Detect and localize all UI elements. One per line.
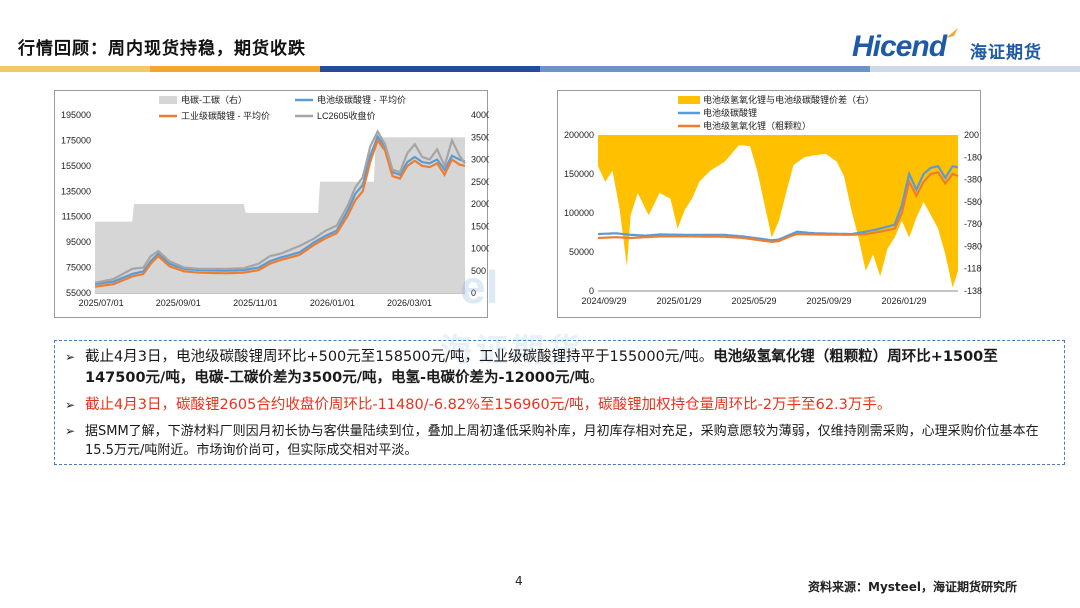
header-bar-segment bbox=[870, 66, 1080, 72]
logo-chinese-name: 海证期货 bbox=[970, 43, 1042, 63]
x-tick-label: 2025/11/01 bbox=[233, 298, 277, 308]
y2-tick-label: 500 bbox=[471, 266, 486, 276]
y-tick-label: 200000 bbox=[564, 130, 594, 140]
y-tick-label: 150000 bbox=[564, 169, 594, 179]
x-tick-label: 2026/03/01 bbox=[387, 298, 432, 308]
series-line bbox=[94, 134, 466, 286]
note-smm-text: 据SMM了解，下游材料厂则因月初长协与客供量陆续到位，叠加上周初逢低采购补库，月… bbox=[85, 424, 1039, 458]
legend-label: 电池级碳酸锂 bbox=[703, 107, 757, 118]
legend-swatch bbox=[159, 96, 177, 104]
x-tick-label: 2025/09/29 bbox=[806, 296, 851, 306]
series-area bbox=[95, 137, 465, 293]
legend-swatch bbox=[678, 96, 700, 104]
page-title: 行情回顾：周内现货持稳，期货收跌 bbox=[18, 39, 306, 59]
y2-tick-label: -3800 bbox=[964, 175, 982, 185]
company-logo: Hicend 海证期货 bbox=[852, 26, 1062, 66]
legend-label: LC2605收盘价 bbox=[317, 110, 376, 121]
legend-label: 工业级碳酸锂 - 平均价 bbox=[181, 110, 270, 121]
y2-tick-label: 200 bbox=[964, 130, 979, 140]
y-tick-label: 50000 bbox=[569, 247, 594, 257]
x-tick-label: 2024/09/29 bbox=[581, 296, 626, 306]
x-tick-label: 2025/07/01 bbox=[79, 298, 124, 308]
logo-wordmark: Hicend bbox=[852, 30, 947, 63]
note-spot-prices: ➢ 截止4月3日，电池级碳酸锂周环比+500元至158500元/吨，工业级碳酸锂… bbox=[63, 347, 1054, 389]
chart-left-svg: 55000 75000 95000 115000 135000 155000 175000 1… bbox=[61, 94, 489, 308]
y2-tick-label: -1800 bbox=[964, 152, 982, 162]
header-color-bar bbox=[0, 66, 1080, 72]
series-line bbox=[94, 138, 466, 288]
legend-label: 电池级碳酸锂 - 平均价 bbox=[317, 94, 406, 105]
chart-right-svg: 0 50000 100000 150000 200000 200 -1800 -3800 -58… bbox=[564, 94, 982, 306]
y-tick-label: 100000 bbox=[564, 208, 594, 218]
legend-label: 电池级氢氧化锂（粗颗粒） bbox=[703, 120, 811, 131]
bullet-icon: ➢ bbox=[65, 350, 76, 364]
series-line bbox=[597, 164, 959, 242]
legend-label: 电池级氢氧化锂与电池级碳酸锂价差（右） bbox=[703, 94, 874, 105]
x-tick-label: 2025/09/01 bbox=[156, 298, 201, 308]
lithium-carbonate-price-chart: 55000 75000 95000 115000 135000 155000 175000 1… bbox=[54, 90, 489, 318]
y2-tick-label: -7800 bbox=[964, 219, 982, 229]
x-tick-label: 2026/01/29 bbox=[881, 296, 926, 306]
y-tick-label: 75000 bbox=[66, 263, 91, 273]
x-tick-label: 2026/01/01 bbox=[310, 298, 355, 308]
note-futures-oi: 碳酸锂加权持仓量周环比-2万手至62.3万手。 bbox=[598, 397, 892, 413]
y2-tick-label: 1000 bbox=[471, 244, 489, 254]
logo-arrow-icon bbox=[946, 28, 958, 38]
y-tick-label: 55000 bbox=[66, 288, 91, 298]
y-tick-label: 175000 bbox=[61, 135, 91, 145]
note-futures-date: 截止4月3日， bbox=[85, 397, 176, 413]
header-bar-segment bbox=[320, 66, 540, 72]
y2-tick-label: 3000 bbox=[471, 155, 489, 165]
header-bar-segment bbox=[150, 66, 320, 72]
y-tick-label: 115000 bbox=[62, 212, 91, 222]
y-tick-label: 155000 bbox=[61, 161, 91, 171]
note-futures: ➢ 截止4月3日，碳酸锂2605合约收盘价周环比-11480/-6.82%至15… bbox=[63, 395, 1054, 416]
y-tick-label: 0 bbox=[589, 286, 594, 296]
bullet-icon: ➢ bbox=[65, 398, 76, 412]
y-tick-label: 95000 bbox=[66, 237, 91, 247]
note-futures-close: 碳酸锂2605合约收盘价周环比-11480/-6.82%至156960元/吨， bbox=[175, 397, 599, 413]
y2-tick-label: 2000 bbox=[471, 199, 489, 209]
series-line bbox=[597, 171, 959, 244]
y2-tick-label: 0 bbox=[471, 288, 476, 298]
x-tick-label: 2025/05/29 bbox=[731, 296, 776, 306]
market-review-notes: ➢ 截止4月3日，电池级碳酸锂周环比+500元至158500元/吨，工业级碳酸锂… bbox=[54, 340, 1065, 465]
y2-tick-label: 1500 bbox=[471, 221, 489, 231]
series-line bbox=[94, 129, 466, 284]
y2-tick-label: -13800 bbox=[964, 286, 982, 296]
note-spot-bold-text: 电池级氢氧化锂（粗颗粒）周环比+1500至147500元/吨，电碳-工碳价差为3… bbox=[85, 349, 998, 386]
x-tick-label: 2025/01/29 bbox=[656, 296, 701, 306]
header-bar-segment bbox=[540, 66, 870, 72]
y2-tick-label: -5800 bbox=[964, 197, 982, 207]
page-number: 4 bbox=[515, 574, 523, 588]
y2-tick-label: 2500 bbox=[471, 177, 489, 187]
y-tick-label: 135000 bbox=[61, 186, 91, 196]
note-spot-end: 。 bbox=[589, 370, 604, 386]
series-area bbox=[598, 135, 958, 288]
y2-tick-label: 3500 bbox=[471, 132, 489, 142]
data-source: 资料来源：Mysteel，海证期货研究所 bbox=[808, 580, 1018, 594]
note-smm-market: ➢ 据SMM了解，下游材料厂则因月初长协与客供量陆续到位，叠加上周初逢低采购补库… bbox=[63, 422, 1054, 460]
y-tick-label: 195000 bbox=[61, 110, 91, 120]
legend-label: 电碳-工碳（右） bbox=[181, 94, 247, 105]
note-spot-text: 截止4月3日，电池级碳酸锂周环比+500元至158500元/吨，工业级碳酸锂持平… bbox=[85, 349, 714, 365]
hydroxide-carbonate-spread-chart: 0 50000 100000 150000 200000 200 -1800 -3800 -58… bbox=[557, 90, 982, 318]
y2-tick-label: -11800 bbox=[964, 264, 982, 274]
bullet-icon: ➢ bbox=[65, 424, 76, 438]
y2-tick-label: -9800 bbox=[964, 241, 982, 251]
header-bar-segment bbox=[0, 66, 150, 72]
y2-tick-label: 4000 bbox=[471, 110, 489, 120]
